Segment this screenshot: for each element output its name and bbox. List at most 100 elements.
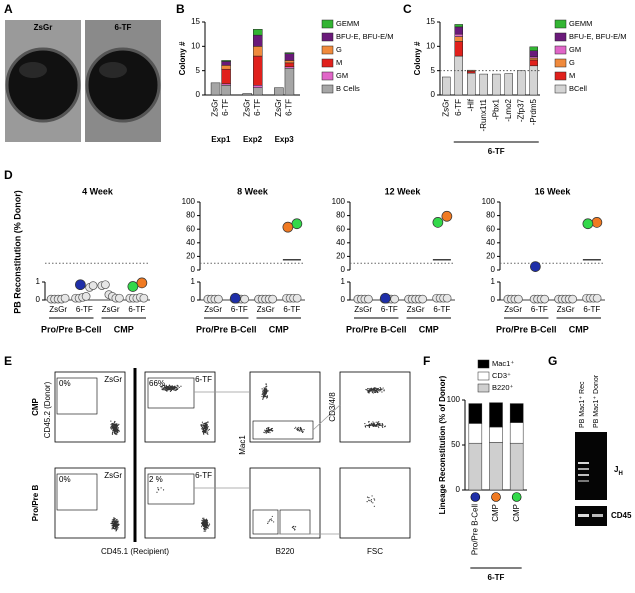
flow-event bbox=[115, 425, 117, 427]
flow-event bbox=[261, 388, 263, 390]
flow-event bbox=[295, 426, 297, 428]
bar-segment bbox=[489, 426, 503, 443]
flow-event bbox=[293, 529, 296, 531]
gate-label: 2 % bbox=[149, 475, 163, 484]
y-axis-label: Colony # bbox=[413, 41, 422, 75]
flow-event bbox=[373, 505, 375, 507]
legend-swatch bbox=[477, 383, 490, 393]
x-tick-label: ZsGr bbox=[557, 305, 575, 314]
legend-label: BCell bbox=[569, 84, 587, 93]
sample-label: 6-TF bbox=[195, 375, 212, 384]
y-tick-label: 40 bbox=[486, 238, 495, 247]
bar-segment bbox=[492, 73, 501, 96]
flow-event bbox=[378, 424, 380, 426]
flow-event bbox=[376, 388, 378, 390]
x-tick-label: ZsGr bbox=[211, 99, 220, 117]
flow-event bbox=[372, 388, 374, 391]
flow-event bbox=[173, 389, 175, 391]
panel-letter: B bbox=[176, 2, 185, 16]
bar-segment bbox=[489, 402, 503, 428]
flow-event bbox=[262, 390, 264, 392]
x-tick-label: -Hlf bbox=[466, 98, 475, 111]
data-point bbox=[81, 292, 91, 301]
y-tick-label: 20 bbox=[486, 252, 495, 261]
bar-segment bbox=[284, 67, 295, 96]
band-label-sub: H bbox=[618, 471, 622, 477]
flow-event bbox=[116, 426, 118, 428]
x-tick-label: ZsGr bbox=[407, 305, 425, 314]
bar-segment bbox=[454, 24, 463, 28]
dish-label: ZsGr bbox=[34, 23, 53, 32]
y-tick-label: 5 bbox=[431, 66, 436, 75]
flow-event bbox=[265, 395, 267, 397]
flow-event bbox=[203, 521, 205, 523]
sample-label: 6-TF bbox=[195, 471, 212, 480]
flow-event bbox=[165, 386, 167, 388]
flow-event bbox=[368, 424, 370, 427]
bar-segment bbox=[489, 442, 503, 491]
y-axis-label: Colony # bbox=[178, 41, 187, 75]
flow-event bbox=[376, 423, 379, 425]
flow-event bbox=[113, 429, 115, 431]
x-tick-label: ZsGr bbox=[274, 99, 283, 117]
flow-event bbox=[368, 426, 370, 428]
flow-plot bbox=[54, 371, 126, 443]
flow-event bbox=[110, 425, 112, 427]
y-tick-label: 0 bbox=[491, 295, 496, 304]
flow-event bbox=[373, 390, 375, 392]
x-tick-label: 6-TF bbox=[433, 305, 450, 314]
flow-event bbox=[296, 428, 298, 430]
bar-segment bbox=[284, 60, 295, 64]
bar-segment bbox=[454, 33, 463, 37]
legend-label: M bbox=[336, 58, 342, 67]
flow-event bbox=[180, 385, 182, 387]
flow-event bbox=[369, 423, 371, 425]
flow-event bbox=[268, 520, 270, 522]
y-tick-label: 0 bbox=[191, 295, 196, 304]
panel-letter: D bbox=[4, 168, 13, 182]
flow-event bbox=[377, 389, 380, 391]
flow-event bbox=[267, 521, 269, 523]
flow-event bbox=[206, 520, 208, 522]
flow-event bbox=[118, 429, 120, 431]
y-tick-label: 60 bbox=[486, 224, 495, 233]
flow-event bbox=[177, 388, 179, 390]
flow-event bbox=[118, 523, 120, 525]
y-tick-label: 0 bbox=[341, 295, 346, 304]
flow-event bbox=[203, 525, 205, 528]
x-tick-label: 6-TF bbox=[128, 305, 145, 314]
gel-band bbox=[578, 462, 589, 464]
flow-event bbox=[269, 429, 271, 432]
flow-event bbox=[201, 421, 204, 423]
flow-event bbox=[170, 386, 173, 388]
flow-event bbox=[207, 426, 209, 428]
flow-event bbox=[165, 384, 167, 386]
x-tick-label: 6-TF bbox=[454, 99, 463, 116]
legend-swatch bbox=[477, 371, 490, 381]
flow-event bbox=[165, 387, 167, 389]
sub-x-label: FSC bbox=[367, 547, 383, 556]
flow-event bbox=[202, 517, 204, 519]
flow-event bbox=[205, 425, 207, 428]
flow-event bbox=[372, 392, 374, 394]
flow-event bbox=[270, 429, 272, 431]
flow-event bbox=[114, 432, 116, 434]
gate bbox=[147, 473, 195, 505]
group-label: Pro/Pre B-Cell bbox=[196, 324, 257, 334]
band-label-main: J bbox=[614, 465, 618, 474]
bar-segment bbox=[467, 70, 476, 74]
flow-event bbox=[114, 528, 117, 530]
flow-event bbox=[207, 422, 209, 424]
flow-event bbox=[115, 428, 117, 430]
flow-event bbox=[202, 425, 204, 427]
flow-event bbox=[267, 430, 269, 432]
flow-event bbox=[163, 387, 166, 389]
flow-event bbox=[371, 424, 373, 426]
x-tick-label: ZsGr bbox=[504, 305, 522, 314]
sample-label: ZsGr bbox=[104, 375, 122, 384]
flow-plot bbox=[144, 467, 216, 539]
flow-event bbox=[114, 524, 116, 526]
flow-event bbox=[116, 433, 118, 436]
x-tick-label: ZsGr bbox=[257, 305, 275, 314]
flow-event bbox=[368, 392, 370, 394]
